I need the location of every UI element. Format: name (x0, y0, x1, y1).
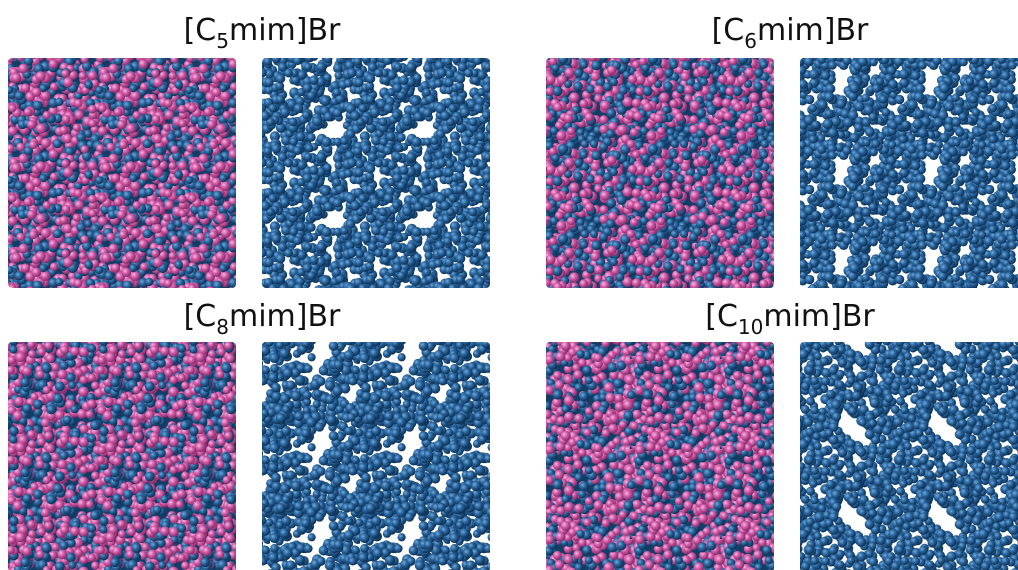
panel-title: [C6mim]Br (712, 13, 869, 53)
title-prefix: [C (705, 299, 738, 334)
title-prefix: [C (712, 13, 745, 48)
panel-title: [C5mim]Br (184, 13, 341, 53)
title-subscript: 8 (216, 315, 229, 339)
title-prefix: [C (184, 13, 217, 48)
panel-title: [C10mim]Br (705, 299, 875, 339)
title-subscript: 10 (738, 315, 763, 339)
snapshot-mixed (546, 58, 774, 288)
panel: [C6mim]Br (546, 13, 1018, 288)
title-prefix: [C (184, 299, 217, 334)
title-suffix: mim]Br (229, 299, 341, 334)
snapshot-mixed (546, 342, 774, 570)
snapshot-mixed (8, 58, 236, 288)
snapshot-anion (262, 342, 490, 570)
title-suffix: mim]Br (763, 299, 875, 334)
snapshot-anion (800, 342, 1018, 570)
snapshot-anion (800, 58, 1018, 288)
snapshot-mixed (8, 342, 236, 570)
title-subscript: 6 (744, 29, 757, 53)
panel: [C5mim]Br (8, 13, 490, 288)
snapshot-anion (262, 58, 490, 288)
title-suffix: mim]Br (229, 13, 341, 48)
title-suffix: mim]Br (757, 13, 869, 48)
panel: [C8mim]Br (8, 299, 490, 570)
title-subscript: 5 (216, 29, 229, 53)
panel-title: [C8mim]Br (184, 299, 341, 339)
panel: [C10mim]Br (546, 299, 1018, 570)
figure: [C5mim]Br[C6mim]Br[C8mim]Br[C10mim]Br (0, 0, 1018, 570)
